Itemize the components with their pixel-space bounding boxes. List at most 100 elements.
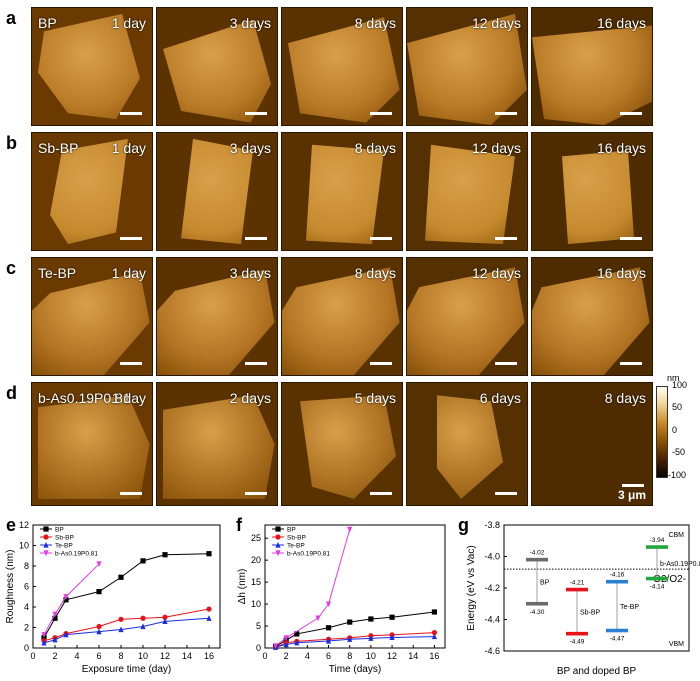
exposure-day-label: 1 day: [111, 265, 146, 281]
afm-image-d-2: 2 days: [156, 382, 278, 506]
x-tick-label: 4: [74, 651, 79, 661]
afm-image-a-4: 12 days: [406, 7, 528, 126]
data-point: [275, 541, 281, 548]
scale-bar: [120, 112, 142, 115]
data-point: [431, 633, 438, 640]
afm-image-c-4: 12 days: [406, 257, 528, 376]
afm-image-d-4: 6 days: [406, 382, 528, 506]
x-tick-label: 0: [262, 651, 267, 661]
y-tick-label: -4.0: [484, 552, 500, 562]
series-line-4: [43, 563, 100, 635]
data-point: [389, 614, 395, 620]
data-point: [43, 550, 49, 557]
data-point: [96, 589, 102, 595]
x-axis-label: Exposure time (day): [82, 664, 171, 675]
data-point: [43, 526, 49, 532]
data-point: [206, 551, 212, 557]
x-tick-label: 16: [429, 651, 439, 661]
data-point: [43, 541, 49, 548]
panel-letter-g: g: [458, 515, 469, 535]
scale-bar-label: 3 μm: [617, 488, 646, 502]
y-tick-label: 5: [256, 621, 261, 631]
colorbar-tick: 100: [672, 380, 688, 390]
cbm-value-label: -4.21: [570, 580, 585, 587]
plot-frame: [264, 524, 446, 649]
exposure-day-label: 5 days: [354, 390, 396, 406]
afm-image-a-2: 3 days: [156, 7, 278, 126]
data-point: [389, 634, 395, 641]
exposure-day-label: 12 days: [471, 15, 521, 31]
data-point: [275, 534, 281, 540]
y-tick-label: 15: [251, 577, 261, 587]
exposure-day-label: 16 days: [596, 140, 646, 156]
exposure-day-label: 8 days: [354, 15, 396, 31]
sample-flake: [532, 25, 652, 125]
data-point: [272, 643, 279, 649]
data-point: [162, 552, 168, 558]
data-point: [43, 534, 49, 540]
scale-bar: [495, 237, 517, 240]
y-axis-label: Energy (eV vs Vac): [466, 545, 477, 630]
x-tick-label: 12: [387, 651, 397, 661]
y-tick-label: 12: [19, 520, 29, 530]
afm-image-c-1: Te-BP 1 day: [31, 257, 153, 376]
scale-bar: [245, 362, 267, 365]
legend-label: b-As0.19P0.81: [287, 551, 330, 558]
data-point: [118, 574, 124, 580]
exposure-day-label: 6 days: [479, 390, 521, 406]
y-tick-label: 0: [256, 643, 261, 653]
scale-bar: [370, 492, 392, 495]
colorbar-unit: nm: [667, 373, 680, 383]
cbm-value-label: -4.02: [530, 550, 545, 557]
exposure-day-label: 16 days: [596, 15, 646, 31]
sample-flake: [562, 150, 634, 245]
afm-image-b-1: Sb-BP 1 day: [31, 132, 153, 251]
y-axis-label: Roughness (nm): [5, 550, 16, 624]
vbm-value-label: -4.30: [530, 609, 545, 616]
scale-bar: [370, 112, 392, 115]
scale-bar: [620, 362, 642, 365]
data-point: [162, 614, 168, 620]
afm-image-c-3: 8 days: [281, 257, 403, 376]
material-label: b-As0.19P0.81: [660, 561, 700, 568]
cbm-value-label: -3.94: [650, 537, 665, 544]
data-point: [431, 630, 438, 636]
x-tick-label: 8: [347, 651, 352, 661]
data-point: [52, 636, 58, 643]
afm-image-a-5: 16 days: [531, 7, 653, 126]
data-point: [96, 561, 102, 568]
colorbar-tick: -50: [672, 447, 686, 457]
series-line-2: [275, 632, 435, 649]
legend-label: BP: [287, 527, 296, 534]
afm-image-b-5: 16 days: [531, 132, 653, 251]
data-point: [96, 623, 102, 630]
sample-flake: [50, 138, 128, 245]
data-point: [206, 615, 212, 621]
afm-image-c-5: 16 days: [531, 257, 653, 376]
scale-bar: [620, 112, 642, 115]
scale-bar: [622, 484, 644, 487]
data-point: [118, 616, 124, 622]
series-line-3: [275, 636, 435, 648]
vbm-value-label: -4.14: [650, 584, 665, 591]
data-point: [294, 639, 300, 646]
x-tick-label: 0: [30, 651, 35, 661]
x-tick-label: 2: [284, 651, 289, 661]
vbm-level: [566, 631, 588, 636]
scale-bar: [245, 237, 267, 240]
data-point: [206, 606, 212, 612]
sample-flake: [38, 395, 150, 499]
data-point: [368, 616, 374, 622]
sample-label: BP: [38, 15, 57, 31]
y-tick-label: 8: [24, 561, 29, 571]
data-point: [347, 619, 353, 625]
redox-reference-label: O2/O2-: [653, 574, 686, 585]
y-tick-label: 10: [251, 599, 261, 609]
data-point: [41, 639, 47, 646]
sample-flake: [181, 138, 253, 245]
x-tick-label: 6: [326, 651, 331, 661]
afm-image-d-3: 5 days: [281, 382, 403, 506]
legend-label: b-As0.19P0.81: [55, 551, 98, 558]
x-tick-label: 10: [366, 651, 376, 661]
x-tick-label: 4: [305, 651, 310, 661]
